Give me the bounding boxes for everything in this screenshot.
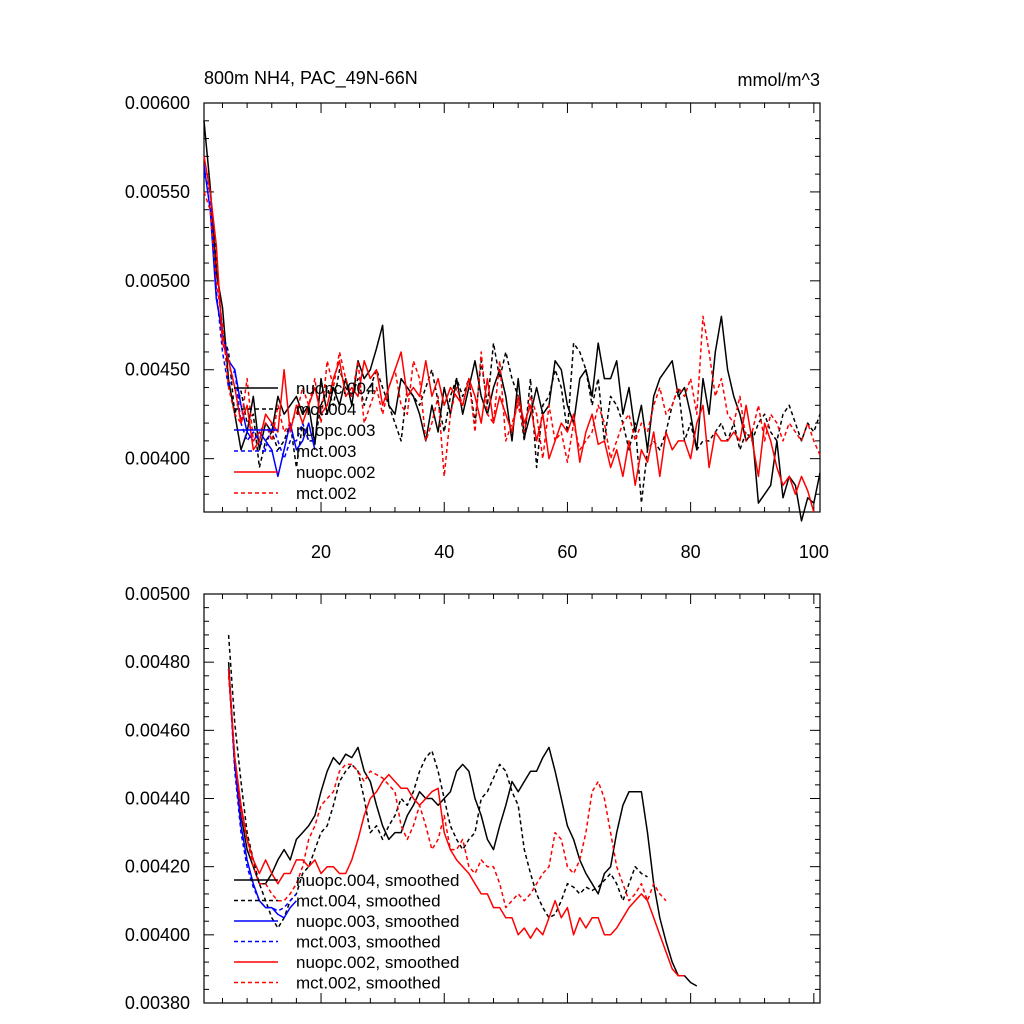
legend-label: nuopc.003, smoothed xyxy=(296,912,460,931)
series-line-5 xyxy=(203,156,815,513)
legend-label: mct.004 xyxy=(296,400,356,419)
series-line-6 xyxy=(227,675,667,909)
y-tick-label: 0.00380 xyxy=(125,993,190,1013)
legend-label: mct.002 xyxy=(296,484,356,503)
legend-label: mct.002, smoothed xyxy=(296,974,441,993)
top-panel-units: mmol/m^3 xyxy=(738,70,820,90)
legend-label: nuopc.002, smoothed xyxy=(296,953,460,972)
y-tick-label: 0.00550 xyxy=(125,182,190,202)
series-line-4 xyxy=(203,173,315,460)
y-tick-label: 0.00400 xyxy=(125,449,190,469)
top-panel-title: 800m NH4, PAC_49N-66N xyxy=(204,68,418,89)
x-tick-label: 80 xyxy=(681,542,701,562)
series-line-5 xyxy=(227,668,685,977)
y-tick-label: 0.00480 xyxy=(125,652,190,672)
y-tick-label: 0.00440 xyxy=(125,789,190,809)
bottom-panel: 0.00380 0.00400 0.00420 0.00440 0.00460 0.004… xyxy=(125,584,821,1013)
y-tick-label: 0.00450 xyxy=(125,360,190,380)
y-tick-label: 0.00600 xyxy=(125,93,190,113)
x-tick-label: 20 xyxy=(311,542,331,562)
y-tick-label: 0.00400 xyxy=(125,925,190,945)
y-tick-label: 0.00500 xyxy=(125,271,190,291)
series-line-4 xyxy=(227,668,297,912)
y-tick-label: 0.00460 xyxy=(125,720,190,740)
legend-label: nuopc.003 xyxy=(296,421,375,440)
series-line-2 xyxy=(203,173,821,504)
legend-label: nuopc.004, smoothed xyxy=(296,871,460,890)
x-tick-label: 40 xyxy=(434,542,454,562)
legend-label: mct.003 xyxy=(296,442,356,461)
x-tick-label: 100 xyxy=(799,542,829,562)
legend-label: mct.003, smoothed xyxy=(296,933,441,952)
legend-label: nuopc.002 xyxy=(296,463,375,482)
series-line-1 xyxy=(227,662,698,987)
top-panel: 800m NH4, PAC_49N-66N mmol/m^3 0.00400 0.… xyxy=(125,68,829,562)
x-tick-label: 60 xyxy=(557,542,577,562)
legend-label: nuopc.004 xyxy=(296,379,375,398)
series-line-2 xyxy=(227,634,648,929)
plot-frame xyxy=(203,102,821,513)
legend-label: mct.004, smoothed xyxy=(296,892,441,911)
y-tick-label: 0.00420 xyxy=(125,857,190,877)
y-tick-label: 0.00500 xyxy=(125,584,190,604)
series-line-1 xyxy=(203,120,821,522)
